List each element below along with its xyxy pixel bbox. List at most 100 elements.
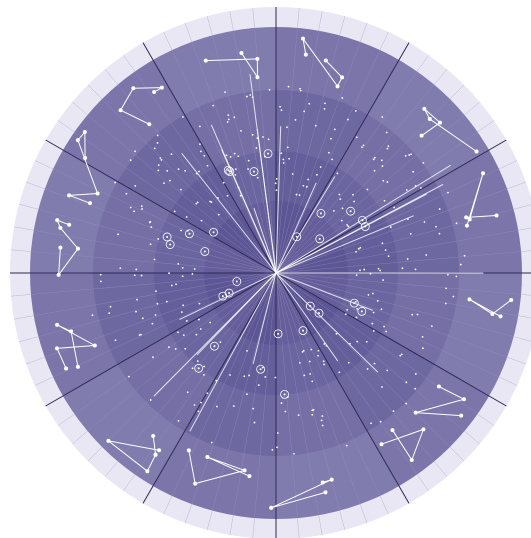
star-dot: [257, 384, 260, 386]
star-dot: [170, 153, 173, 156]
star-dot: [185, 216, 188, 218]
planet-dot: [227, 169, 230, 172]
star-dot: [203, 365, 206, 368]
star-dot: [302, 349, 305, 352]
planet-dot: [228, 292, 231, 295]
planet-marker: [200, 247, 210, 256]
star-dot: [359, 269, 361, 272]
star-dot: [293, 452, 295, 455]
star-dot: [149, 220, 152, 223]
constellation-star: [303, 52, 308, 57]
star-dot: [371, 292, 374, 295]
star-dot: [184, 169, 187, 172]
star-dot: [225, 154, 228, 157]
star-dot: [180, 311, 183, 313]
star-dot: [347, 225, 350, 228]
star-dot: [275, 178, 278, 180]
constellation-star: [421, 427, 426, 432]
division-line: [275, 69, 448, 274]
star-dot: [354, 110, 357, 112]
star-dot: [317, 354, 319, 357]
star-dot: [414, 373, 417, 375]
star-dot: [386, 147, 389, 150]
planet-marker: [209, 227, 218, 237]
star-dot: [153, 147, 156, 150]
ray: [275, 272, 339, 362]
star-dot: [185, 320, 188, 322]
planet-dot: [318, 312, 321, 315]
star-dot: [177, 168, 180, 171]
planet-dot: [166, 235, 169, 238]
division-line: [34, 272, 277, 386]
star-dot: [322, 360, 325, 363]
constellation: [56, 324, 97, 369]
star-dot: [156, 302, 159, 305]
division-line: [275, 272, 531, 342]
star-dot: [168, 272, 170, 275]
star-dot: [195, 202, 198, 205]
constellation-star: [58, 225, 63, 230]
star-dot: [310, 348, 313, 351]
star-dot: [196, 360, 199, 363]
star-dot: [382, 279, 384, 281]
star-dot: [338, 193, 341, 196]
ray: [275, 164, 451, 274]
star-dot: [311, 413, 314, 416]
constellation-star: [340, 75, 345, 80]
constellation-star: [147, 122, 152, 127]
star-dot: [312, 408, 315, 411]
star-dot: [156, 142, 159, 144]
constellation-star: [459, 413, 464, 418]
sector-shade: [153, 27, 276, 273]
star-dot: [249, 94, 252, 96]
star-dot: [383, 325, 386, 328]
constellation-star: [329, 477, 334, 482]
constellation-star: [55, 218, 60, 223]
star-dot: [345, 444, 348, 447]
division-line: [87, 84, 277, 274]
planet-dot: [169, 243, 172, 246]
star-dot: [279, 105, 282, 108]
constellation-star: [498, 314, 503, 319]
constellation-star: [474, 149, 479, 154]
star-dot: [198, 302, 201, 305]
star-dot: [210, 441, 213, 444]
planet-dot: [267, 152, 270, 155]
planet-dot: [197, 367, 200, 370]
star-dot: [286, 146, 289, 149]
constellation: [381, 428, 425, 462]
star-dot: [160, 159, 163, 161]
star-dot: [180, 188, 182, 191]
constellation-star: [323, 490, 328, 495]
star-dot: [134, 185, 137, 187]
planet-dot: [309, 305, 312, 308]
star-dot: [346, 224, 349, 226]
star-dot: [389, 226, 392, 229]
constellation-star: [75, 246, 80, 251]
star-dot: [198, 170, 200, 173]
constellation-star: [64, 366, 69, 371]
star-dot: [380, 159, 383, 162]
star-dot: [373, 362, 376, 365]
planet-dot: [212, 231, 215, 234]
ray: [252, 272, 277, 364]
planet-dot: [318, 237, 321, 240]
constellation-star: [409, 457, 414, 462]
division-line: [275, 272, 346, 531]
star-dot: [328, 151, 330, 154]
star-dot: [354, 300, 357, 303]
constellation-star: [95, 191, 100, 196]
star-dot: [157, 238, 160, 240]
star-dot: [373, 156, 376, 159]
division-line: [10, 272, 277, 297]
star-dot: [195, 333, 198, 336]
star-dot: [280, 109, 283, 112]
constellation-star: [335, 84, 340, 89]
planet-dot: [235, 280, 238, 283]
division-line: [275, 54, 429, 274]
star-dot: [323, 363, 325, 366]
star-dot: [197, 410, 200, 413]
star-dot: [247, 168, 249, 170]
spoke: [275, 272, 507, 407]
star-dot: [140, 274, 143, 277]
